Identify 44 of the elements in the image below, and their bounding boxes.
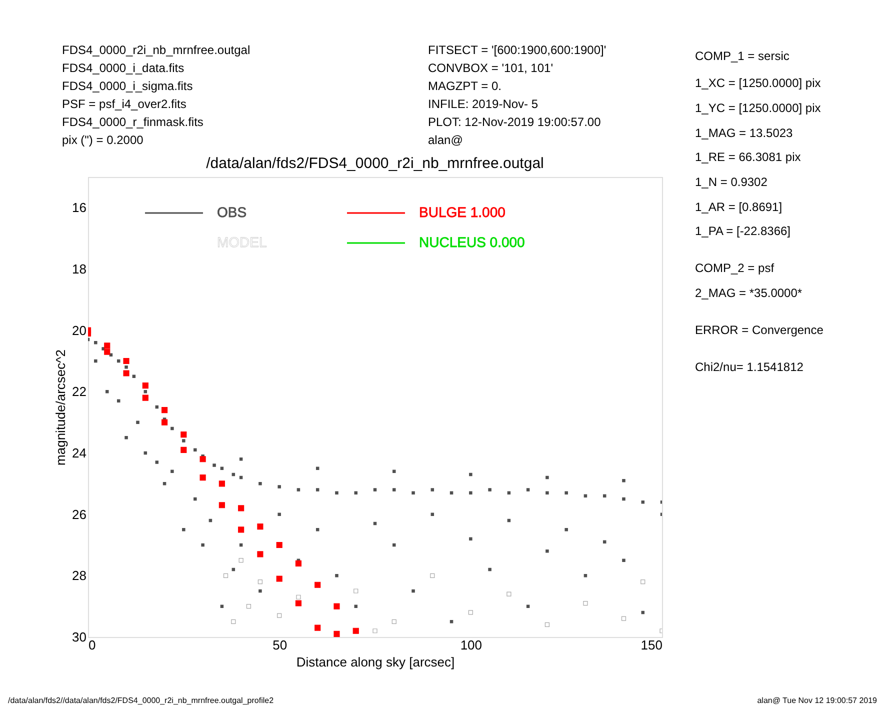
- x-axis-title: Distance along sky [arcsec]: [296, 654, 455, 670]
- text: COMP_2 = psf: [695, 261, 775, 275]
- text: COMP_1 = sersic: [695, 49, 790, 63]
- y-tick-label: 16: [72, 200, 86, 216]
- text: alan@ Tue Nov 12 19:00:57 2019: [757, 696, 878, 705]
- text: 1_MAG = 13.5023: [695, 126, 794, 140]
- text: 2_MAG = *35.0000*: [695, 286, 802, 300]
- y-tick-label: 28: [72, 568, 86, 584]
- text: FDS4_0000_i_data.fits: [62, 61, 184, 75]
- chart-title: /data/alan/fds2/FDS4_0000_r2i_nb_mrnfree.outgal: [206, 155, 544, 172]
- x-tick-label: 50: [272, 638, 288, 652]
- y-tick-label: 26: [72, 506, 86, 522]
- y-tick-label: 22: [72, 384, 86, 400]
- text: pix (") = 0.2000: [62, 133, 144, 147]
- y-tick-label: 20: [72, 322, 86, 338]
- text: 1_AR = [0.8691]: [695, 200, 782, 214]
- text: PLOT: 12-Nov-2019 19:00:57.00: [428, 115, 602, 129]
- text: FITSECT = '[600:1900,600:1900]': [428, 43, 606, 57]
- text: alan@: [428, 133, 463, 147]
- text: CONVBOX = '101, 101': [428, 61, 553, 75]
- text: FDS4_0000_i_sigma.fits: [62, 79, 193, 93]
- x-tick-label: 150: [640, 638, 662, 652]
- legend-label: NUCLEUS 0.000: [419, 234, 526, 250]
- y-tick-label: 30: [72, 630, 86, 644]
- legend-label: BULGE 1.000: [419, 204, 506, 220]
- text: 1_RE = 66.3081 pix: [695, 150, 801, 164]
- text: /data/alan/fds2//data/alan/fds2/FDS4_0000_r2i_nb_mrnfree.outgal_profile2: [8, 696, 274, 705]
- x-tick-label: 100: [460, 638, 482, 652]
- text: PSF = psf_i4_over2.fits: [62, 97, 186, 111]
- text: INFILE: 2019-Nov- 5: [428, 97, 538, 111]
- text: 1_YC = [1250.0000] pix: [695, 101, 821, 115]
- text: 1_PA = [-22.8366]: [695, 224, 791, 238]
- y-tick-label: 18: [72, 262, 86, 276]
- text: MAGZPT = 0.: [428, 79, 502, 93]
- text: FDS4_0000_r_finmask.fits: [62, 115, 204, 129]
- text: 1_XC = [1250.0000] pix: [695, 76, 821, 90]
- text: FDS4_0000_r2i_nb_mrnfree.outgal: [62, 43, 250, 57]
- text: 1_N = 0.9302: [695, 175, 768, 189]
- x-tick-label: 0: [88, 638, 96, 652]
- text: Chi2/nu= 1.1541812: [695, 360, 804, 374]
- y-tick-label: 24: [72, 446, 86, 460]
- y-axis-title: magnitude/arcsec^2: [53, 350, 68, 466]
- text: ERROR = Convergence: [695, 323, 824, 337]
- legend-label: OBS: [217, 204, 247, 220]
